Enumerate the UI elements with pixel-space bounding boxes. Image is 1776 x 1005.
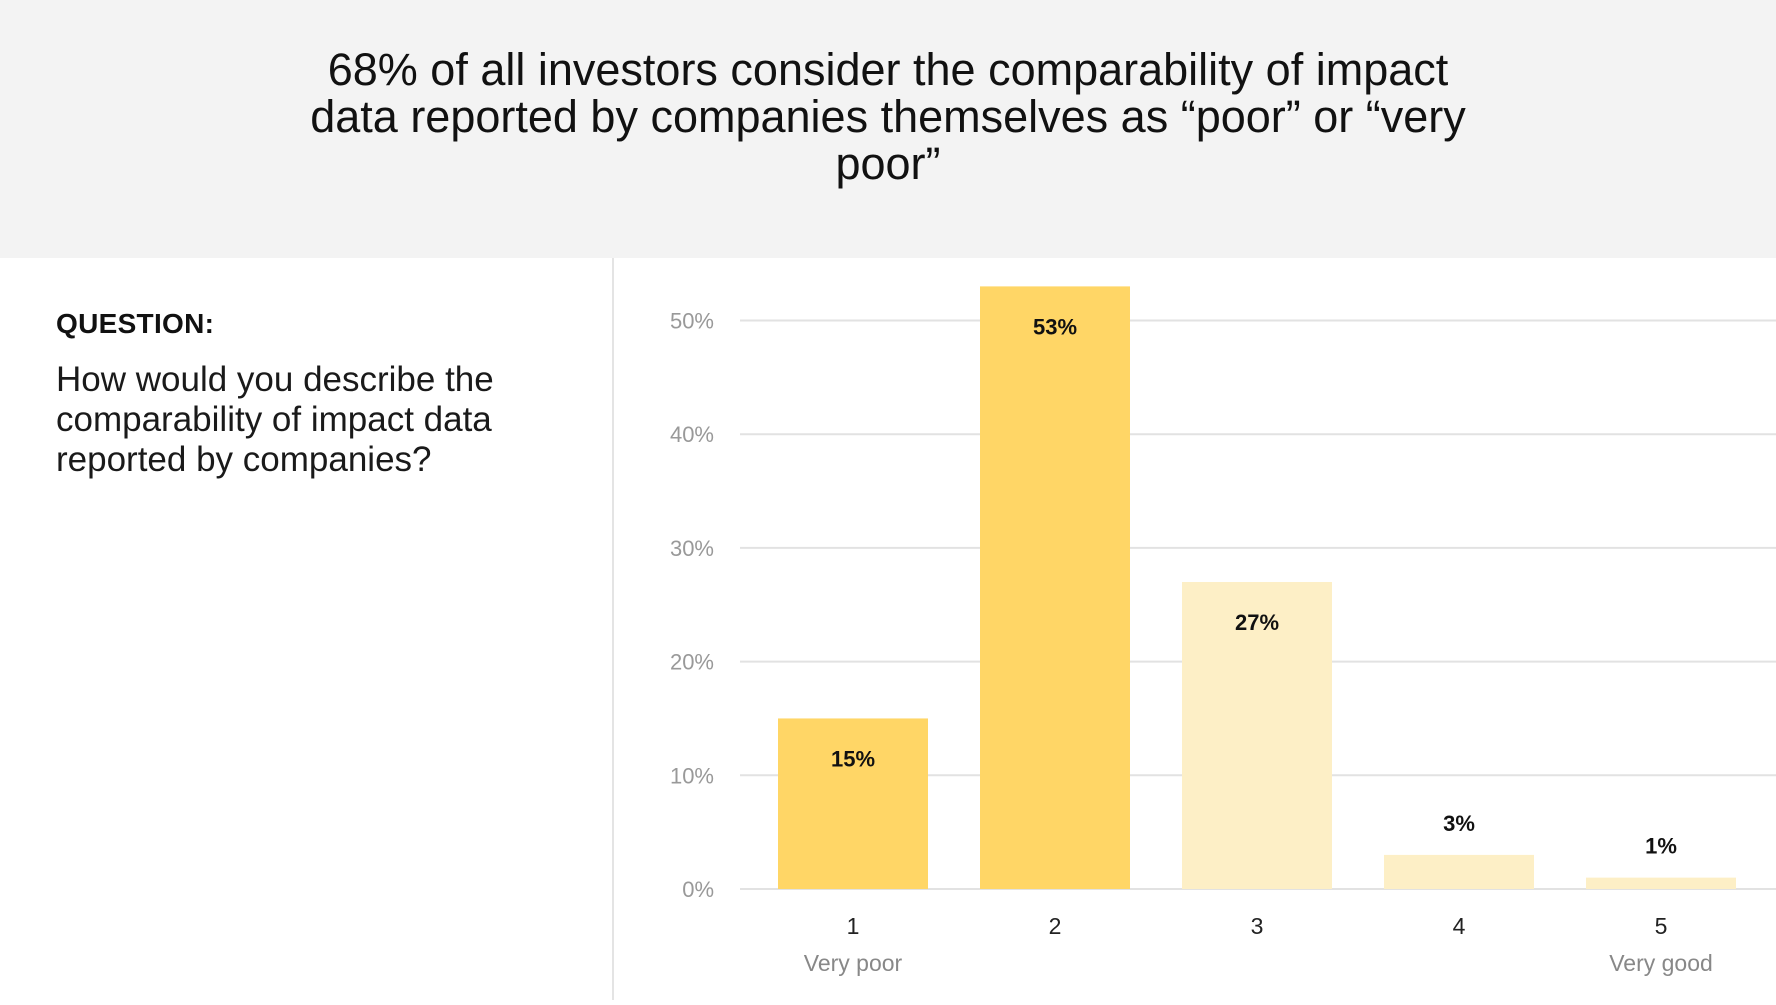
headline: 68% of all investors consider the compar… [310, 44, 1466, 189]
x-tick-sublabel: Very poor [804, 950, 903, 976]
x-tick-label: 5 [1655, 913, 1668, 939]
x-tick-label: 4 [1453, 913, 1466, 939]
y-tick-label: 0% [682, 877, 714, 902]
y-tick-label: 10% [670, 763, 714, 788]
y-tick-label: 30% [670, 536, 714, 561]
question-text: How would you describe the comparability… [56, 360, 494, 479]
bar-chart-svg: 0% 10% 20% 30% 40% 50% 15% 1 Very poor 53% 2 27% 3 3%… [670, 286, 1776, 976]
bar-value-label: 1% [1645, 834, 1677, 859]
bar-value-label: 3% [1443, 811, 1475, 836]
bar-5 [1586, 877, 1736, 889]
bar-2 [980, 286, 1130, 889]
bar-value-label: 53% [1033, 314, 1077, 339]
header-banner: 68% of all investors consider the compar… [0, 0, 1776, 258]
y-tick-label: 50% [670, 309, 714, 334]
bar-value-label: 15% [831, 746, 875, 771]
bar-value-label: 27% [1235, 610, 1279, 635]
bar-3 [1182, 582, 1332, 889]
y-tick-label: 40% [670, 422, 714, 447]
bar-chart: 0% 10% 20% 30% 40% 50% 15% 1 Very poor 53% 2 27% 3 3%… [614, 258, 1776, 1000]
question-label: QUESTION: [56, 308, 215, 339]
y-tick-label: 20% [670, 650, 714, 675]
column-divider [612, 258, 614, 1000]
bar-4 [1384, 854, 1534, 889]
x-tick-label: 1 [847, 913, 860, 939]
x-tick-sublabel: Very good [1609, 950, 1713, 976]
bar-1 [778, 718, 928, 889]
x-tick-label: 3 [1251, 913, 1264, 939]
x-tick-label: 2 [1049, 913, 1062, 939]
